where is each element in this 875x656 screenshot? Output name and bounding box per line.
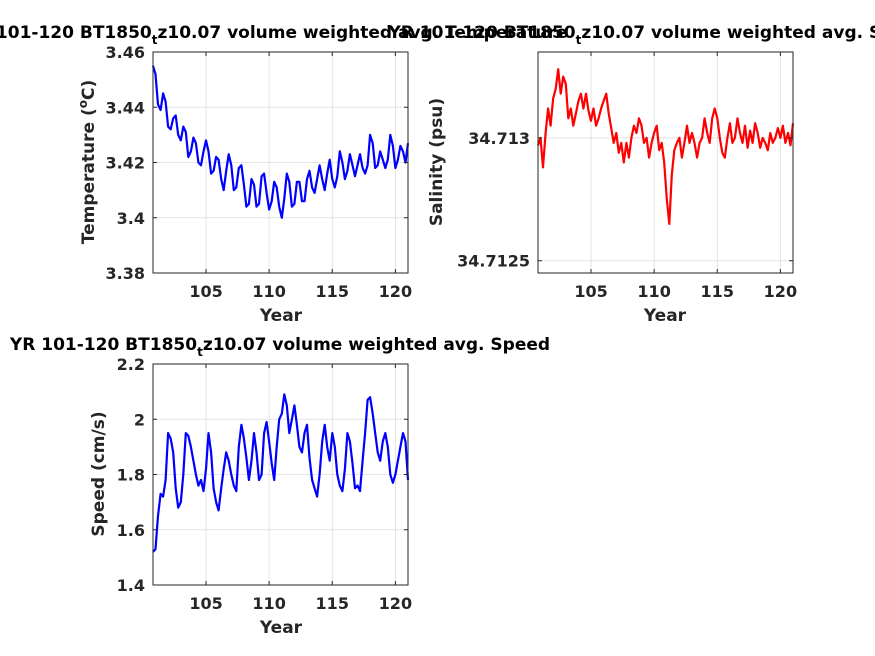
y-tick-label: 3.44 bbox=[106, 98, 145, 117]
salinity-panel: YR 101-120 BT1850tz10.07 volume weighted… bbox=[387, 23, 875, 326]
salinity-axes-frame bbox=[537, 51, 794, 274]
x-tick-label: 105 bbox=[189, 594, 222, 613]
x-tick-label: 120 bbox=[764, 282, 797, 301]
x-tick-label: 115 bbox=[316, 594, 349, 613]
x-tick-label: 115 bbox=[701, 282, 734, 301]
x-tick-label: 110 bbox=[252, 594, 285, 613]
speed-panel: YR 101-120 BT1850tz10.07 volume weighted… bbox=[9, 335, 550, 638]
x-tick-label: 110 bbox=[637, 282, 670, 301]
y-tick-label: 3.38 bbox=[106, 264, 145, 283]
salinity-ticks: 105 110 115 120 34.7125 34.713 bbox=[457, 52, 797, 301]
y-tick-label: 3.42 bbox=[106, 154, 145, 173]
speed-ticks: 105 110 115 120 1.4 1.6 1.8 2 2.2 bbox=[117, 355, 412, 613]
x-tick-label: 115 bbox=[316, 282, 349, 301]
x-tick-label: 110 bbox=[252, 282, 285, 301]
speed-ylabel: Speed (cm/s) bbox=[89, 411, 109, 536]
speed-xlabel: Year bbox=[259, 618, 303, 638]
y-tick-label: 3.46 bbox=[106, 43, 145, 62]
x-tick-label: 105 bbox=[574, 282, 607, 301]
temperature-panel: YR 101-120 BT1850tz10.07 volume weighted… bbox=[0, 23, 567, 326]
salinity-series-line bbox=[536, 68, 795, 225]
temperature-series-line bbox=[151, 65, 410, 219]
x-tick-label: 105 bbox=[189, 282, 222, 301]
salinity-ylabel: Salinity (psu) bbox=[427, 98, 447, 226]
y-tick-label: 1.8 bbox=[117, 466, 145, 485]
x-tick-label: 120 bbox=[379, 594, 412, 613]
y-tick-label: 1.6 bbox=[117, 521, 145, 540]
salinity-xlabel: Year bbox=[643, 306, 687, 326]
speed-series-line bbox=[152, 393, 410, 553]
y-tick-label: 2.2 bbox=[117, 355, 145, 374]
temperature-ylabel: Temperature (oC) bbox=[76, 80, 99, 244]
y-tick-label: 1.4 bbox=[117, 576, 145, 595]
y-tick-label: 2 bbox=[134, 410, 145, 429]
temperature-ticks: 105 110 115 120 3.38 3.4 3.42 3.44 3.46 bbox=[106, 43, 413, 301]
temperature-title: YR 101-120 BT1850tz10.07 volume weighted… bbox=[0, 23, 567, 47]
salinity-grid bbox=[538, 52, 793, 273]
y-tick-label: 34.7125 bbox=[457, 252, 530, 271]
x-tick-label: 120 bbox=[379, 282, 412, 301]
temperature-xlabel: Year bbox=[259, 306, 303, 326]
salinity-title: YR 101-120 BT1850tz10.07 volume weighted… bbox=[387, 23, 875, 47]
speed-title: YR 101-120 BT1850tz10.07 volume weighted… bbox=[9, 335, 550, 359]
y-tick-label: 34.713 bbox=[468, 129, 530, 148]
y-tick-label: 3.4 bbox=[117, 209, 145, 228]
